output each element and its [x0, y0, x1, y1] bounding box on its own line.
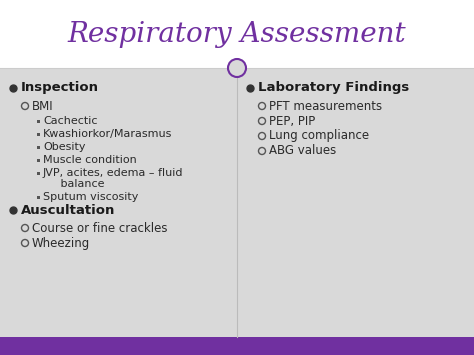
Text: Muscle condition: Muscle condition	[43, 155, 137, 165]
Text: BMI: BMI	[32, 99, 54, 113]
Text: Course or fine crackles: Course or fine crackles	[32, 222, 167, 235]
Text: Kwashiorkor/Marasmus: Kwashiorkor/Marasmus	[43, 129, 173, 139]
Text: Obesity: Obesity	[43, 142, 85, 152]
Text: JVP, acites, edema – fluid: JVP, acites, edema – fluid	[43, 168, 183, 178]
Text: PEP, PIP: PEP, PIP	[269, 115, 315, 127]
Text: Inspection: Inspection	[21, 82, 99, 94]
Circle shape	[228, 60, 246, 76]
Text: ABG values: ABG values	[269, 144, 336, 158]
FancyBboxPatch shape	[0, 0, 474, 68]
Text: Wheezing: Wheezing	[32, 236, 90, 250]
Bar	[36, 120, 39, 122]
Bar	[36, 196, 39, 198]
Text: Respiratory Assessment: Respiratory Assessment	[68, 21, 406, 48]
Text: Laboratory Findings: Laboratory Findings	[258, 82, 409, 94]
Bar	[36, 171, 39, 175]
Bar	[36, 158, 39, 162]
Text: Sputum viscosity: Sputum viscosity	[43, 192, 138, 202]
FancyBboxPatch shape	[0, 68, 474, 337]
Text: Lung compliance: Lung compliance	[269, 130, 369, 142]
Bar	[36, 146, 39, 148]
Text: Auscultation: Auscultation	[21, 203, 115, 217]
Text: balance: balance	[43, 179, 104, 189]
Text: PFT measurements: PFT measurements	[269, 99, 382, 113]
Bar	[36, 132, 39, 136]
FancyBboxPatch shape	[0, 337, 474, 355]
Text: Cachectic: Cachectic	[43, 116, 98, 126]
